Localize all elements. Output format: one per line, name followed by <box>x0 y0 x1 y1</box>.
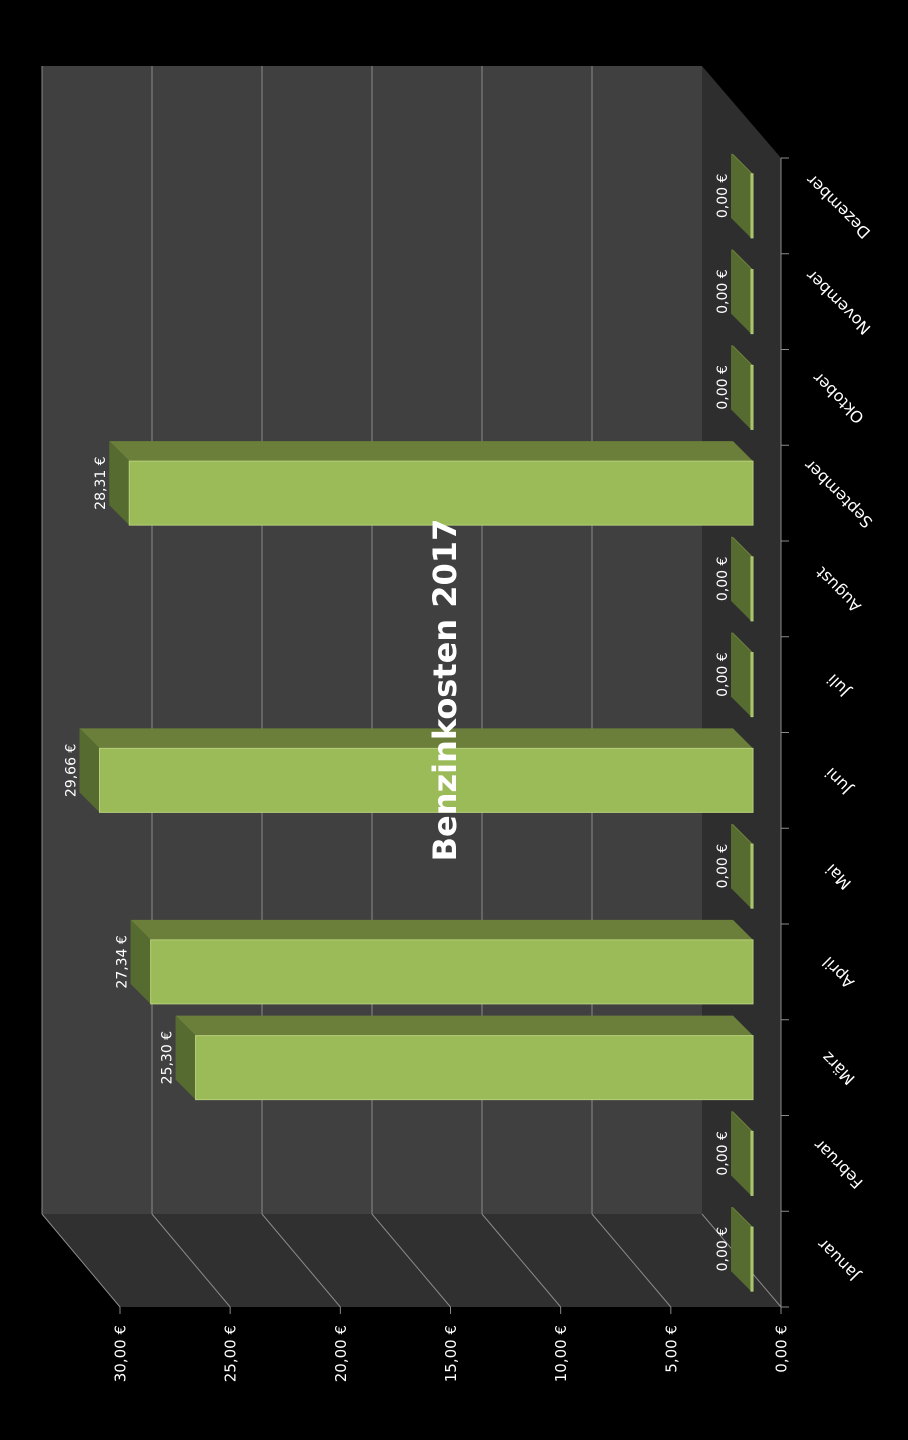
value-label: 0,00 € <box>715 174 731 219</box>
bar-front-face <box>128 460 754 526</box>
bar-top-face <box>731 536 753 557</box>
gridline-depth <box>591 1213 672 1308</box>
bar-front-face <box>195 1035 754 1101</box>
value-label: 0,00 € <box>715 557 731 602</box>
bar-front-face <box>750 1130 754 1196</box>
bar-end-face <box>79 728 100 813</box>
y-tick-label: 30,00 € <box>112 1325 130 1382</box>
bar-top-face <box>731 249 753 270</box>
gridline-depth <box>151 1213 231 1308</box>
bar-front-face <box>750 173 754 239</box>
bar-top-face <box>175 1015 754 1036</box>
bar-märz <box>175 1015 754 1101</box>
bar-end-face <box>175 1015 196 1100</box>
value-label: 0,00 € <box>715 652 731 697</box>
bar-front-face <box>98 747 754 813</box>
bar-oktober <box>731 345 754 430</box>
gridline-depth <box>41 1213 121 1308</box>
bar-top-face <box>731 824 753 845</box>
value-label: 27,34 € <box>115 935 131 988</box>
bar-juni <box>79 728 754 813</box>
bar-top-face <box>79 728 753 749</box>
bar-april <box>130 919 754 1005</box>
bar-top-face <box>731 345 753 366</box>
bar-top-face <box>731 1111 753 1132</box>
y-tick-label: 25,00 € <box>222 1325 240 1382</box>
value-label: 25,30 € <box>160 1031 176 1084</box>
y-tick-label: 0,00 € <box>773 1325 791 1373</box>
bar-januar <box>731 1207 754 1292</box>
bar-top-face <box>130 919 754 940</box>
bar-november <box>731 249 754 335</box>
bar-dezember <box>731 153 754 239</box>
bar-end-face <box>731 345 751 430</box>
chart-title: Benzinkosten 2017 <box>426 519 464 862</box>
y-tick-label: 20,00 € <box>332 1325 350 1382</box>
gridline-depth <box>371 1213 451 1308</box>
bar-end-face <box>731 1207 751 1292</box>
bar-end-face <box>731 153 751 238</box>
bar-end-face <box>731 1111 751 1196</box>
bar-front-face <box>750 1226 754 1292</box>
bar-front-face <box>750 269 754 335</box>
bar-end-face <box>731 632 751 717</box>
bar-top-face <box>109 441 754 462</box>
gridline-depth <box>481 1213 562 1308</box>
value-label: 0,00 € <box>715 1131 731 1176</box>
value-label: 0,00 € <box>715 365 731 410</box>
bar-september <box>109 441 754 526</box>
bar-februar <box>731 1111 754 1196</box>
bar-front-face <box>750 652 754 718</box>
bar-top-face <box>731 153 753 174</box>
bar-front-face <box>150 939 754 1005</box>
bar-end-face <box>109 441 130 526</box>
bar-end-face <box>130 919 151 1004</box>
bar-top-face <box>731 632 753 653</box>
bar-august <box>731 536 754 622</box>
y-tick-label: 15,00 € <box>442 1325 460 1382</box>
bar-end-face <box>731 249 751 334</box>
value-label: 0,00 € <box>715 269 731 314</box>
y-tick-label: 10,00 € <box>552 1325 570 1382</box>
value-label: 29,66 € <box>63 744 79 797</box>
value-label: 0,00 € <box>715 844 731 889</box>
y-tick-label: 5,00 € <box>662 1325 680 1373</box>
bar-mai <box>731 824 754 909</box>
bar-front-face <box>750 364 754 430</box>
value-label: 28,31 € <box>93 456 109 509</box>
bar-front-face <box>750 556 754 622</box>
bar-top-face <box>731 1207 753 1228</box>
gridline-depth <box>261 1213 341 1308</box>
value-label: 0,00 € <box>715 1227 731 1272</box>
bar-end-face <box>731 536 751 621</box>
bar-end-face <box>731 824 751 909</box>
bar-front-face <box>750 843 754 909</box>
bar-juli <box>731 632 754 718</box>
